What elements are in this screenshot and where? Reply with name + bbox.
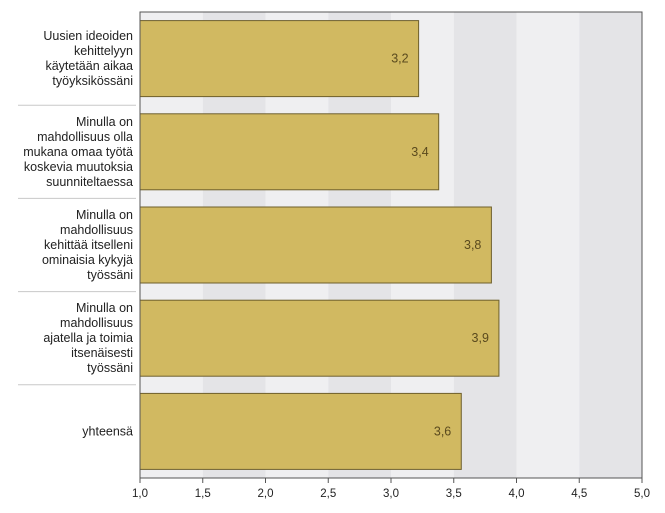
x-tick-label: 4,0 xyxy=(509,488,525,500)
category-label-line: Minulla on xyxy=(76,115,133,129)
x-tick-label: 1,5 xyxy=(195,488,211,500)
value-labels: 3,2 3,4 3,8 3,9 3,6 xyxy=(391,52,489,439)
category-label-line: ominaisia kykyjä xyxy=(42,253,133,267)
category-label-line: Minulla on xyxy=(76,208,133,222)
category-label: Uusien ideoiden kehittelyyn käytetään aika… xyxy=(43,29,133,88)
bar xyxy=(139,206,492,284)
category-label-line: Uusien ideoiden xyxy=(43,29,133,43)
grid-band xyxy=(579,12,642,478)
x-axis-ticks: 1,0 1,5 2,0 2,5 3,0 3,5 4,0 4,5 5,0 xyxy=(132,478,650,500)
x-tick-label: 3,0 xyxy=(383,488,399,500)
category-label-line: yhteensä xyxy=(82,424,133,438)
category-separators xyxy=(18,104,136,386)
x-tick-label: 1,0 xyxy=(132,488,148,500)
category-label: Minulla on mahdollisuus ajatella ja toimia… xyxy=(43,301,133,375)
category-label-line: työssäni xyxy=(87,268,133,282)
bar xyxy=(139,392,462,470)
category-label: yhteensä xyxy=(82,424,133,438)
x-tick-label: 2,0 xyxy=(258,488,274,500)
category-label-line: työssäni xyxy=(87,361,133,375)
x-tick-label: 4,5 xyxy=(571,488,587,500)
value-label: 3,9 xyxy=(472,331,489,345)
category-label: Minulla on mahdollisuus kehittää itselleni… xyxy=(42,208,133,282)
category-label-line: suunniteltaessa xyxy=(46,175,133,189)
category-label-line: mahdollisuus olla xyxy=(37,130,133,144)
bar xyxy=(139,299,500,377)
value-label: 3,8 xyxy=(464,238,481,252)
category-label-line: koskevia muutoksia xyxy=(24,160,133,174)
bar xyxy=(139,113,440,191)
x-tick-label: 2,5 xyxy=(320,488,336,500)
category-label: Minulla on mahdollisuus olla mukana omaa t… xyxy=(23,115,133,189)
category-label-line: kehittää itselleni xyxy=(44,238,133,252)
value-label: 3,2 xyxy=(391,52,408,66)
bar xyxy=(139,20,420,98)
category-label-line: käytetään aikaa xyxy=(45,59,133,73)
category-label-line: mahdollisuus xyxy=(60,223,133,237)
category-label-line: Minulla on xyxy=(76,301,133,315)
bars xyxy=(139,20,500,470)
x-tick-label: 5,0 xyxy=(634,488,650,500)
category-label-line: työyksikössäni xyxy=(52,74,133,88)
x-tick-label: 3,5 xyxy=(446,488,462,500)
category-label-line: mukana omaa työtä xyxy=(23,145,133,159)
category-label-line: itsenäisesti xyxy=(71,346,133,360)
value-label: 3,4 xyxy=(411,145,428,159)
grid-band xyxy=(516,12,580,478)
category-label-line: mahdollisuus xyxy=(60,316,133,330)
category-label-line: ajatella ja toimia xyxy=(43,331,133,345)
category-label-line: kehittelyyn xyxy=(74,44,133,58)
value-label: 3,6 xyxy=(434,424,451,438)
category-labels: Uusien ideoiden kehittelyyn käytetään aika… xyxy=(23,29,133,438)
